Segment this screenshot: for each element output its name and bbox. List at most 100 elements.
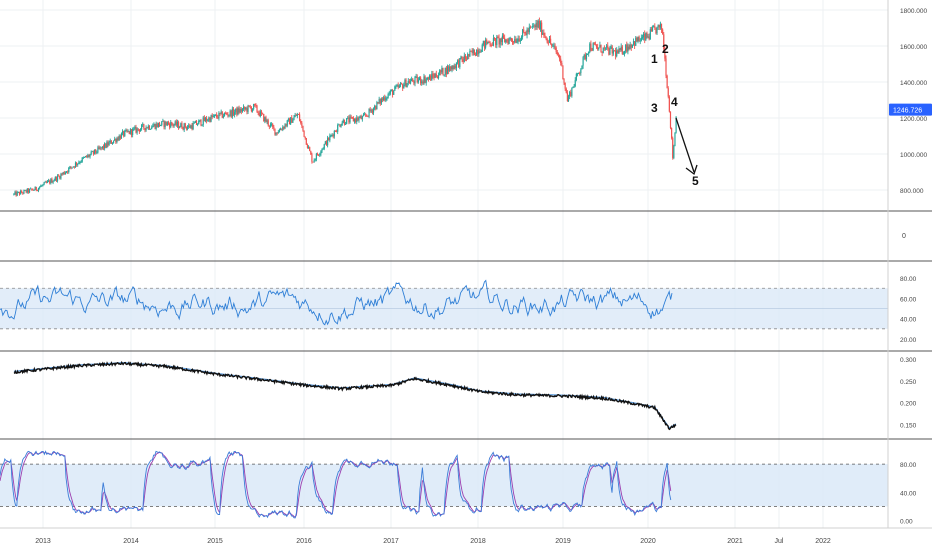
candle-body xyxy=(351,116,353,118)
candle-body xyxy=(133,128,135,130)
candle-body xyxy=(649,29,651,40)
rsi-panel[interactable] xyxy=(0,279,888,330)
candle-body xyxy=(675,116,677,133)
candle-body xyxy=(76,162,78,165)
candle-body xyxy=(398,85,400,88)
candle-body xyxy=(558,55,561,59)
candle-body xyxy=(578,72,580,74)
candle-body xyxy=(499,38,501,45)
price-panel[interactable] xyxy=(13,17,677,197)
candle-body xyxy=(585,54,588,59)
candle-body xyxy=(508,38,510,44)
candle-body xyxy=(276,132,278,134)
candle-body xyxy=(580,69,582,73)
candle-body xyxy=(648,36,650,40)
candle-body xyxy=(106,142,108,148)
candle-body xyxy=(151,127,153,130)
elliott-wave-annotations: 12 3 4 5 xyxy=(651,42,699,188)
candle-body xyxy=(586,53,589,55)
candle-body xyxy=(330,135,332,136)
candle-body xyxy=(456,60,459,63)
grid-lines xyxy=(0,0,888,528)
price-tick-label: 800.000 xyxy=(900,188,924,195)
candle-body xyxy=(464,55,467,59)
candle-body xyxy=(446,66,449,75)
candle-body xyxy=(411,78,413,82)
candle-body xyxy=(602,47,604,53)
candle-body xyxy=(376,102,378,110)
candle-body xyxy=(120,133,123,139)
time-tick-label: 2016 xyxy=(296,538,312,545)
candle-body xyxy=(396,85,398,87)
candle-body xyxy=(668,96,670,112)
candle-body xyxy=(361,116,363,120)
candle-body xyxy=(161,121,163,125)
candle-body xyxy=(99,147,101,149)
candle-body xyxy=(357,117,359,121)
candle-body xyxy=(616,50,618,57)
candle-body xyxy=(86,155,88,158)
candle-body xyxy=(46,181,49,183)
candle-body xyxy=(214,114,217,116)
candle-body xyxy=(179,127,181,129)
candle-body xyxy=(392,90,394,95)
candle-body xyxy=(591,50,593,52)
candle-body xyxy=(232,108,235,115)
candle-body xyxy=(202,117,204,125)
candle-body xyxy=(407,81,409,84)
candle-body xyxy=(172,124,174,126)
candle-body xyxy=(58,175,60,177)
candle-body xyxy=(645,32,647,41)
candle-body xyxy=(537,20,539,28)
candle-body xyxy=(520,36,523,41)
candle-body xyxy=(598,47,600,50)
candle-body xyxy=(16,192,18,196)
candle-body xyxy=(579,72,581,74)
candle-body xyxy=(529,26,532,28)
candle-body xyxy=(509,38,511,39)
candle-body xyxy=(472,49,474,54)
price-scale[interactable]: 800.000 1000.000 1200.000 1400.000 1600.000 1… xyxy=(889,8,932,525)
candle-body xyxy=(105,143,107,148)
candle-body xyxy=(519,40,521,42)
candle-body xyxy=(60,174,62,179)
candle-body xyxy=(617,50,619,54)
stoch-band xyxy=(0,464,888,507)
candle-body xyxy=(370,110,372,112)
candle-body xyxy=(141,125,143,130)
candle-body xyxy=(528,26,530,33)
candle-body xyxy=(646,32,648,38)
candle-body xyxy=(111,142,114,144)
candle-body xyxy=(431,73,433,81)
time-tick-label: 2019 xyxy=(555,538,571,545)
candle-body xyxy=(277,132,279,134)
stochastic-panel[interactable] xyxy=(0,450,888,519)
candle-body xyxy=(477,49,479,55)
candle-body xyxy=(42,184,44,186)
candle-body xyxy=(362,114,365,117)
candle-body xyxy=(41,185,43,187)
candle-body xyxy=(231,108,233,117)
candle-body xyxy=(322,148,324,150)
candle-body xyxy=(285,124,287,126)
candle-body xyxy=(359,116,361,118)
candle-body xyxy=(189,125,191,128)
ratio-tick-label: 0.250 xyxy=(900,379,917,386)
candle-body xyxy=(518,38,520,42)
candle-body xyxy=(35,186,37,191)
candle-body xyxy=(116,138,118,143)
candle-body xyxy=(170,122,172,128)
candle-body xyxy=(332,134,334,137)
candle-body xyxy=(612,50,614,54)
candle-body xyxy=(495,38,497,46)
candle-body xyxy=(444,67,446,75)
candle-body xyxy=(527,29,529,33)
candle-body xyxy=(218,112,220,119)
ratio-panel[interactable] xyxy=(13,360,677,431)
time-axis[interactable]: 2013 2014 2015 2016 2017 2018 2019 2020 2021 Jul 2… xyxy=(35,538,831,545)
candle-body xyxy=(448,66,450,72)
candle-body xyxy=(530,26,533,28)
candle-body xyxy=(355,118,357,122)
volume-panel[interactable]: 0 xyxy=(902,233,906,240)
candle-body xyxy=(204,117,207,122)
